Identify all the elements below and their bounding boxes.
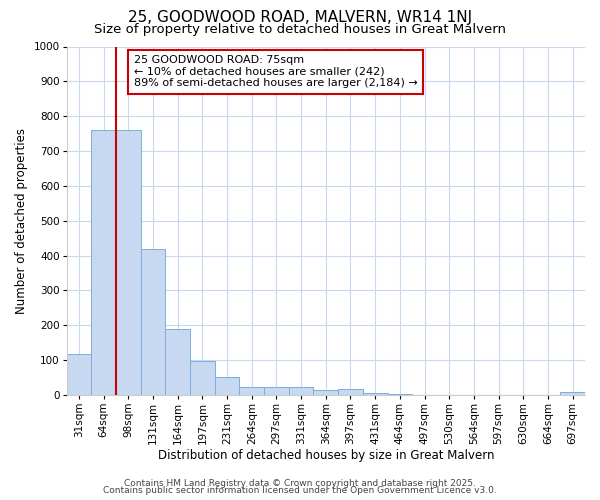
Bar: [363, 394, 388, 395]
Bar: [289, 387, 313, 395]
Bar: [140, 248, 166, 395]
Text: Contains HM Land Registry data © Crown copyright and database right 2025.: Contains HM Land Registry data © Crown c…: [124, 478, 476, 488]
Bar: [239, 387, 264, 395]
Bar: [264, 386, 289, 395]
Bar: [67, 354, 91, 395]
X-axis label: Distribution of detached houses by size in Great Malvern: Distribution of detached houses by size …: [158, 450, 494, 462]
Text: 25 GOODWOOD ROAD: 75sqm
← 10% of detached houses are smaller (242)
89% of semi-d: 25 GOODWOOD ROAD: 75sqm ← 10% of detache…: [134, 55, 418, 88]
Bar: [313, 390, 338, 395]
Bar: [338, 388, 363, 395]
Text: 25, GOODWOOD ROAD, MALVERN, WR14 1NJ: 25, GOODWOOD ROAD, MALVERN, WR14 1NJ: [128, 10, 472, 25]
Bar: [166, 328, 190, 395]
Bar: [388, 394, 412, 395]
Y-axis label: Number of detached properties: Number of detached properties: [15, 128, 28, 314]
Bar: [91, 130, 116, 395]
Text: Contains public sector information licensed under the Open Government Licence v3: Contains public sector information licen…: [103, 486, 497, 495]
Bar: [560, 392, 585, 395]
Bar: [190, 361, 215, 395]
Bar: [215, 378, 239, 395]
Bar: [116, 130, 140, 395]
Text: Size of property relative to detached houses in Great Malvern: Size of property relative to detached ho…: [94, 22, 506, 36]
